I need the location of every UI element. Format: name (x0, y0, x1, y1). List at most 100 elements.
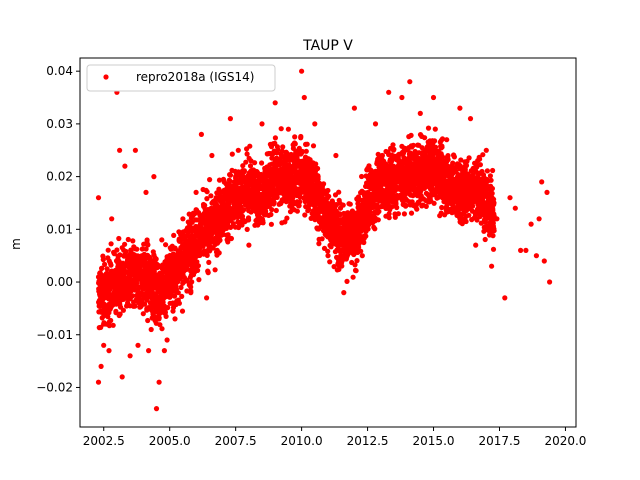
data-point (229, 151, 235, 157)
data-point (432, 126, 438, 132)
data-point (439, 153, 445, 160)
data-point (119, 374, 125, 380)
data-point (108, 317, 114, 324)
data-point (156, 315, 162, 321)
x-tick-label: 2015.0 (413, 434, 455, 448)
data-point (292, 134, 298, 140)
data-point (111, 251, 117, 257)
data-point (108, 262, 114, 268)
data-point (422, 135, 428, 141)
data-point (408, 210, 415, 216)
legend: repro2018a (IGS14) (86, 64, 276, 92)
data-point (350, 274, 356, 280)
data-point (372, 121, 379, 127)
data-point (298, 133, 304, 140)
data-point (490, 233, 496, 239)
data-point (195, 267, 201, 273)
data-point (392, 214, 398, 220)
data-point (122, 163, 128, 169)
data-point (117, 147, 123, 153)
y-axis-label: m (9, 238, 23, 250)
data-point (204, 252, 210, 258)
data-point (163, 313, 169, 319)
data-point (227, 172, 234, 178)
data-point (489, 190, 495, 196)
data-point (198, 131, 204, 137)
data-point (127, 353, 133, 359)
data-point (163, 242, 169, 248)
data-point (366, 222, 372, 228)
data-point (325, 248, 331, 254)
data-point (241, 207, 247, 213)
data-point (135, 342, 141, 348)
data-point (280, 144, 286, 150)
data-point (105, 314, 111, 320)
data-point (143, 189, 149, 195)
data-point (292, 141, 298, 147)
data-point (132, 147, 138, 153)
data-point (156, 379, 162, 385)
data-point (219, 195, 226, 201)
legend-label: repro2018a (IGS14) (136, 70, 254, 84)
data-point (489, 263, 495, 269)
data-point (193, 189, 199, 195)
data-point (148, 326, 154, 333)
data-point (313, 161, 319, 167)
data-point (403, 202, 409, 209)
data-point (333, 152, 339, 159)
data-point (507, 195, 513, 201)
data-point (204, 196, 210, 202)
data-point (482, 219, 489, 225)
data-point (105, 247, 111, 253)
data-point (417, 110, 423, 116)
data-point (109, 216, 115, 222)
data-point (146, 348, 152, 354)
x-tick-label: 2020.0 (544, 434, 586, 448)
data-point (315, 165, 321, 172)
data-point (134, 246, 140, 252)
data-point (123, 248, 129, 255)
data-point (482, 236, 488, 243)
data-point (445, 157, 451, 163)
data-point (390, 142, 396, 148)
data-point (365, 226, 371, 232)
data-point (184, 278, 190, 284)
data-point (172, 293, 178, 299)
data-point (269, 155, 275, 161)
data-point (117, 252, 123, 258)
data-point (274, 194, 280, 200)
data-point (466, 155, 472, 161)
data-point (463, 162, 470, 169)
data-point (489, 185, 495, 192)
x-tick-label: 2010.0 (281, 434, 323, 448)
data-point (184, 288, 190, 294)
data-point (528, 221, 534, 227)
data-point (376, 208, 382, 215)
data-point (408, 132, 414, 138)
data-point (354, 258, 360, 264)
y-tick-label: 0.02 (46, 170, 73, 184)
data-point (297, 199, 303, 205)
data-point (310, 143, 317, 149)
data-point (391, 146, 397, 152)
data-point (352, 262, 358, 268)
data-point (159, 326, 165, 332)
data-point (395, 211, 401, 217)
plot-frame (79, 57, 577, 428)
data-point (110, 322, 116, 328)
data-point (425, 125, 432, 131)
data-point (243, 159, 249, 165)
data-point (341, 290, 347, 296)
data-point (347, 201, 353, 207)
data-point (359, 173, 365, 180)
data-point (458, 157, 464, 163)
x-axis-ticks: 2002.5 2005.0 2007.5 2010.0 2012.5 2015.0 2017… (83, 427, 586, 448)
data-point (178, 284, 184, 291)
data-point (358, 248, 364, 254)
y-tick-label: 0.04 (46, 64, 73, 78)
data-point (407, 79, 413, 85)
data-point (433, 144, 439, 150)
data-point (480, 152, 486, 158)
data-point (278, 126, 284, 132)
